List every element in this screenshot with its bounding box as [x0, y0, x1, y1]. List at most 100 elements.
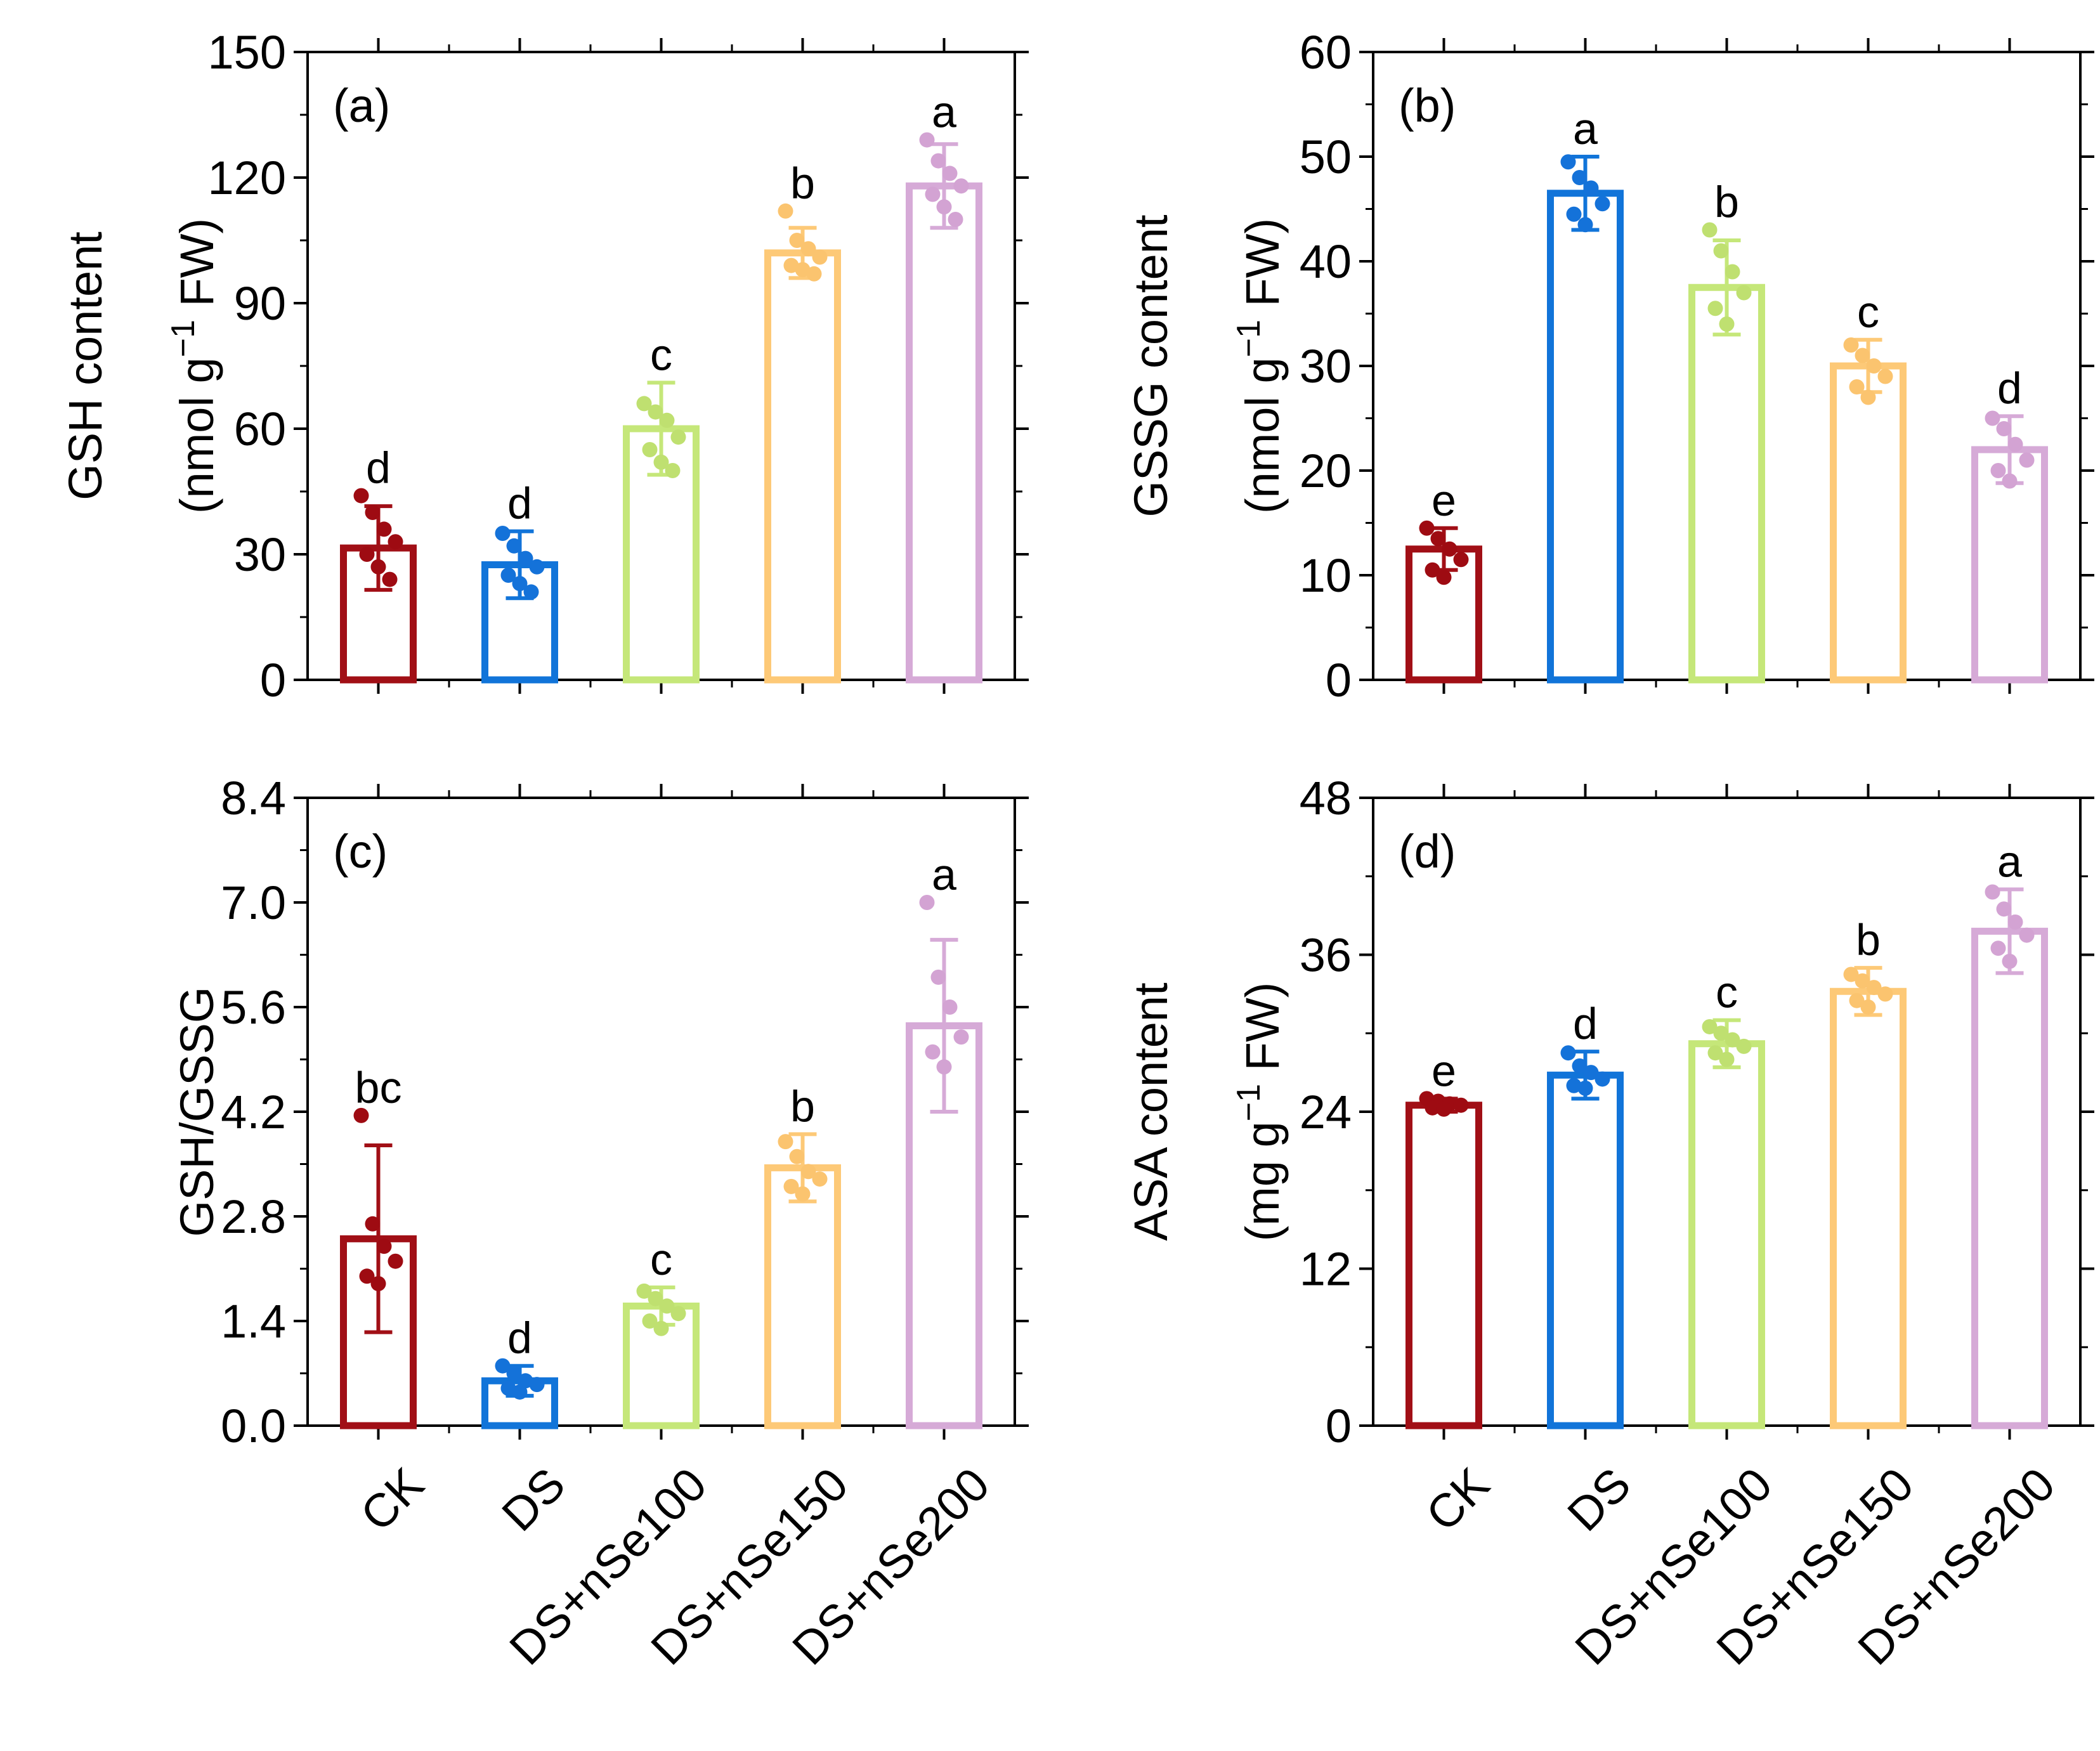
data-point — [642, 1313, 658, 1329]
y-axis-unit-title: (nmol g−1 FW) — [1230, 218, 1289, 514]
x-category-label: CK — [1416, 1458, 1499, 1541]
data-point — [1855, 973, 1870, 989]
y-axis-title: GSH/GSSG — [171, 987, 223, 1237]
y-tick-label: 40 — [1300, 235, 1352, 288]
data-point — [2019, 452, 2035, 468]
x-category-label: DS — [1557, 1458, 1640, 1541]
significance-letter: c — [650, 330, 672, 379]
data-point — [659, 412, 675, 428]
panel-c-chart: 0.01.42.84.25.67.08.4bcCKdDScDS+nSe100bD… — [171, 772, 1029, 1675]
data-point — [1560, 154, 1576, 170]
y-axis-unit-title: (mg g−1 FW) — [1230, 982, 1289, 1242]
data-point — [1583, 180, 1599, 196]
significance-letter: a — [1573, 104, 1598, 153]
y-unit-suffix: FW) — [1236, 218, 1289, 320]
data-point — [953, 178, 969, 194]
data-point — [925, 1044, 941, 1060]
data-point — [1719, 316, 1735, 332]
data-point — [353, 1107, 369, 1123]
data-point — [376, 521, 392, 537]
data-point — [388, 534, 403, 550]
significance-letter: bc — [355, 1063, 402, 1112]
data-point — [376, 1239, 392, 1254]
data-point — [795, 262, 811, 278]
data-point — [1430, 531, 1446, 547]
data-point — [495, 526, 511, 541]
data-point — [1866, 980, 1882, 996]
y-tick-label: 0 — [260, 654, 286, 706]
data-point — [365, 505, 381, 520]
data-point — [2002, 953, 2018, 969]
data-point — [518, 550, 533, 566]
data-point — [930, 969, 946, 985]
data-point — [1713, 243, 1729, 259]
y-tick-label: 5.6 — [221, 981, 286, 1034]
y-unit-prefix: (nmol g — [171, 357, 223, 514]
data-point — [1577, 217, 1593, 233]
bar — [1971, 927, 2048, 1429]
data-point — [942, 999, 958, 1015]
data-point — [2019, 927, 2035, 943]
data-point — [778, 1134, 793, 1150]
data-point — [942, 166, 958, 181]
data-point — [518, 1373, 533, 1389]
data-point — [1713, 1025, 1729, 1041]
data-point — [1843, 967, 1859, 982]
significance-letter: d — [1573, 999, 1598, 1048]
significance-letter: b — [1714, 178, 1739, 227]
data-point — [1849, 993, 1865, 1008]
y-unit-prefix: (nmol g — [1236, 357, 1289, 514]
data-point — [1866, 358, 1882, 374]
data-point — [1860, 389, 1876, 405]
data-point — [670, 1306, 686, 1322]
data-point — [812, 249, 828, 265]
bar — [1830, 362, 1907, 684]
data-point — [1996, 901, 2012, 917]
data-point — [1572, 170, 1588, 185]
y-tick-label: 90 — [234, 277, 286, 330]
y-tick-label: 2.8 — [221, 1190, 286, 1243]
significance-letter: b — [1856, 915, 1881, 965]
bar — [1547, 1071, 1624, 1429]
bar — [764, 249, 841, 684]
data-point — [1860, 999, 1876, 1015]
data-point — [1595, 1071, 1610, 1087]
data-point — [642, 442, 658, 457]
panel-label: (a) — [333, 79, 390, 132]
significance-letter: c — [650, 1235, 672, 1284]
data-point — [778, 203, 793, 219]
significance-letter: d — [366, 443, 391, 493]
data-point — [783, 257, 799, 273]
data-point — [800, 241, 816, 257]
data-point — [1577, 1080, 1593, 1096]
data-point — [1419, 520, 1435, 536]
data-point — [648, 404, 663, 420]
panel-label: (b) — [1399, 79, 1456, 132]
data-point — [506, 538, 522, 554]
significance-letter: b — [790, 159, 815, 208]
y-tick-label: 30 — [1300, 340, 1352, 393]
y-tick-label: 8.4 — [221, 772, 286, 824]
y-tick-label: 48 — [1300, 772, 1352, 824]
significance-letter: b — [790, 1081, 815, 1131]
data-point — [795, 1186, 811, 1202]
data-point — [1707, 301, 1723, 316]
data-point — [500, 1381, 516, 1396]
data-point — [636, 396, 652, 412]
y-tick-label: 60 — [1300, 26, 1352, 79]
data-point — [1877, 986, 1893, 1002]
data-point — [812, 1171, 828, 1187]
data-point — [370, 1276, 386, 1292]
bar — [1405, 1102, 1482, 1429]
significance-letter: e — [1432, 476, 1456, 525]
data-point — [1990, 941, 2006, 956]
y-tick-label: 1.4 — [221, 1295, 286, 1348]
data-point — [512, 576, 528, 592]
data-point — [1736, 1038, 1752, 1054]
bar — [906, 182, 982, 684]
data-point — [1719, 1051, 1735, 1067]
data-point — [789, 1149, 805, 1164]
data-point — [919, 132, 935, 148]
significance-letter: c — [1857, 287, 1879, 337]
